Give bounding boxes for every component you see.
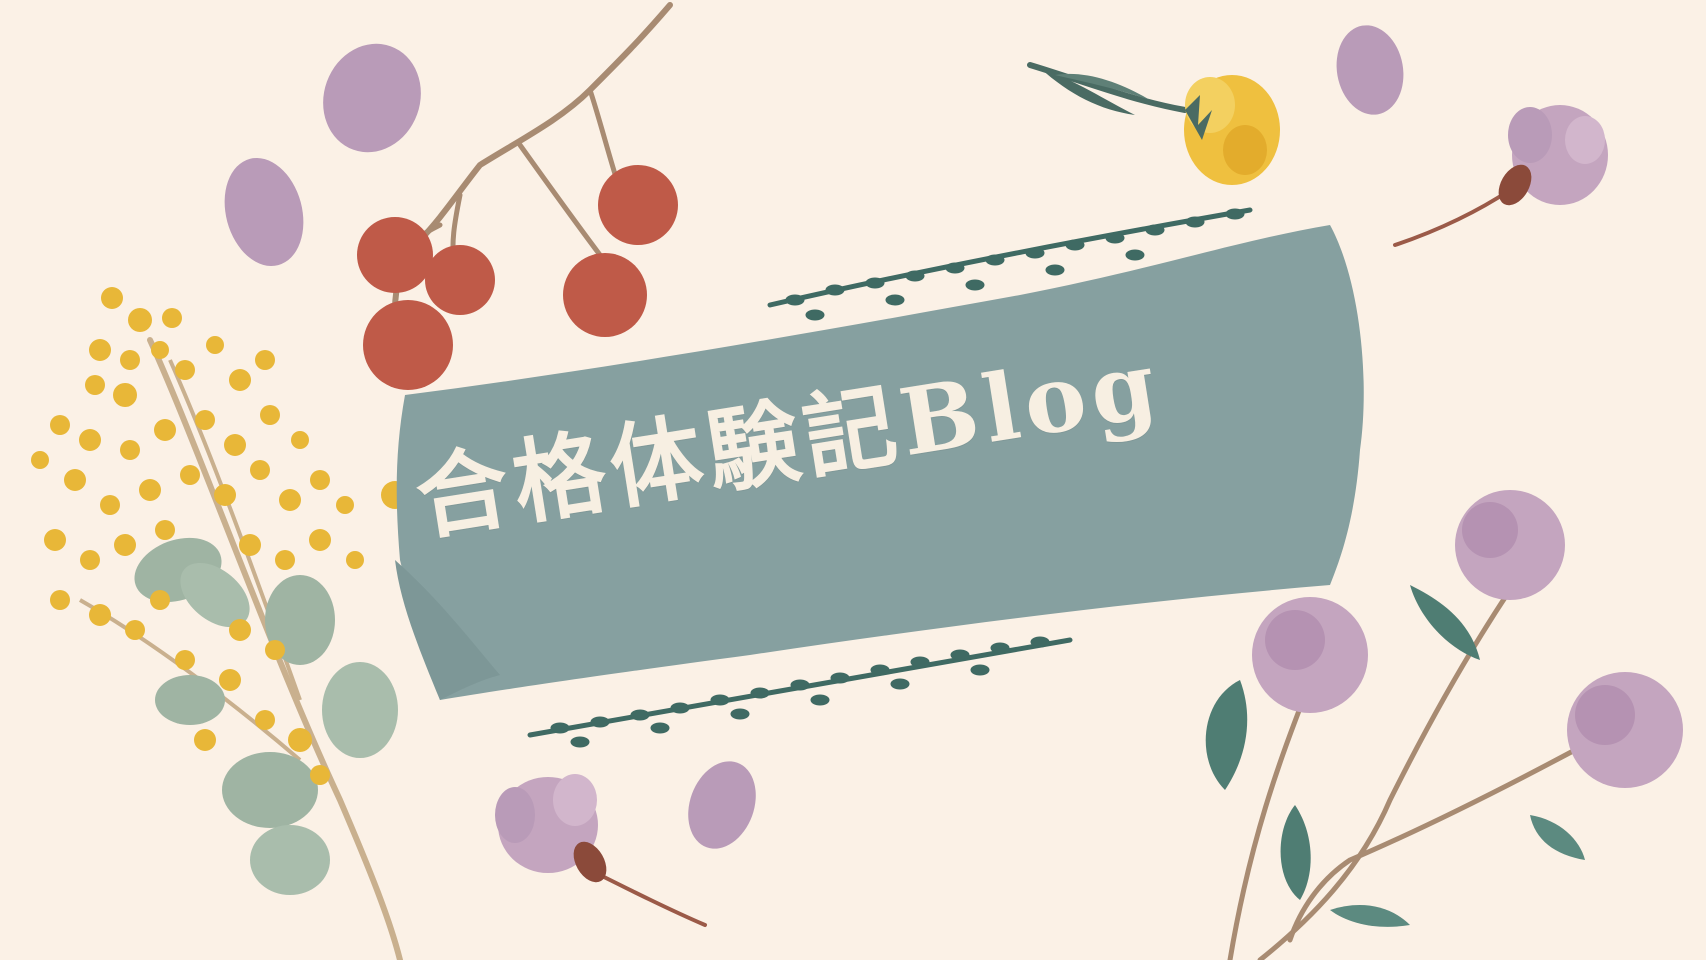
yellow-buttercup (1027, 62, 1280, 185)
vine-garlands (527, 207, 1253, 748)
yellow-mimosa-sprig (31, 287, 409, 960)
tulip-flower-top-right (1393, 105, 1608, 247)
tulip-flower-bottom (495, 774, 707, 927)
red-berry-branch (357, 2, 678, 390)
lavender-petals (224, 25, 1404, 849)
title-banner (395, 225, 1364, 700)
thistle-flowers (1205, 490, 1683, 960)
